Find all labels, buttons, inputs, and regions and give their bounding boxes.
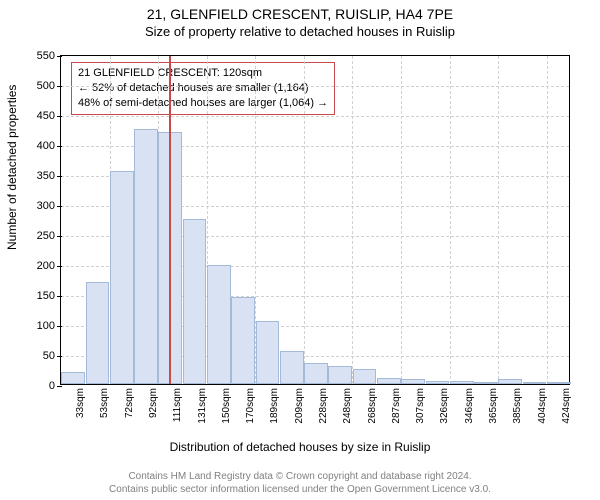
- xtick-label: 424sqm: [561, 388, 572, 424]
- histogram-bar: [134, 129, 158, 384]
- histogram-bar: [280, 351, 304, 384]
- xtick-label: 209sqm: [294, 388, 305, 424]
- xtick-label: 53sqm: [99, 388, 110, 418]
- xtick-label: 287sqm: [391, 388, 402, 424]
- footer-line-2: Contains public sector information licen…: [0, 483, 600, 496]
- annotation-line-1: 21 GLENFIELD CRESCENT: 120sqm: [78, 66, 328, 81]
- annotation-line-2: ← 52% of detached houses are smaller (1,…: [78, 81, 328, 96]
- y-axis-label: Number of detached properties: [5, 85, 19, 250]
- xtick-label: 326sqm: [439, 388, 450, 424]
- xtick-label: 72sqm: [124, 388, 135, 418]
- xtick-label: 268sqm: [367, 388, 378, 424]
- histogram-bar: [450, 381, 474, 384]
- property-marker-line: [169, 56, 171, 384]
- ytick-label: 500: [37, 80, 61, 92]
- xtick-label: 385sqm: [512, 388, 523, 424]
- chart-title: 21, GLENFIELD CRESCENT, RUISLIP, HA4 7PE: [0, 0, 600, 22]
- ytick-label: 50: [43, 350, 61, 362]
- xtick-label: 170sqm: [245, 388, 256, 424]
- xtick-label: 189sqm: [269, 388, 280, 424]
- histogram-bar: [474, 382, 498, 384]
- histogram-bar: [523, 382, 547, 384]
- property-annotation: 21 GLENFIELD CRESCENT: 120sqm ← 52% of d…: [71, 62, 335, 115]
- xtick-label: 248sqm: [342, 388, 353, 424]
- ytick-label: 400: [37, 140, 61, 152]
- chart-subtitle: Size of property relative to detached ho…: [0, 22, 600, 39]
- histogram-bar: [426, 381, 450, 384]
- histogram-bar: [328, 366, 352, 384]
- ytick-label: 350: [37, 170, 61, 182]
- ytick-label: 150: [37, 290, 61, 302]
- histogram-bar: [61, 372, 85, 384]
- gridline-v: [547, 56, 548, 384]
- gridline-v: [450, 56, 451, 384]
- histogram-bar: [86, 282, 110, 384]
- histogram-bar: [183, 219, 207, 384]
- footer-attribution: Contains HM Land Registry data © Crown c…: [0, 470, 600, 496]
- ytick-label: 250: [37, 230, 61, 242]
- ytick-label: 0: [49, 380, 61, 392]
- xtick-label: 111sqm: [172, 388, 183, 422]
- xtick-label: 92sqm: [148, 388, 159, 418]
- ytick-label: 550: [37, 50, 61, 62]
- gridline-v: [498, 56, 499, 384]
- ytick-label: 100: [37, 320, 61, 332]
- xtick-label: 228sqm: [318, 388, 329, 424]
- xtick-label: 150sqm: [221, 388, 232, 424]
- xtick-label: 307sqm: [415, 388, 426, 424]
- histogram-bar: [353, 369, 377, 384]
- histogram-bar: [207, 265, 231, 384]
- histogram-bar: [401, 379, 425, 384]
- x-axis-label: Distribution of detached houses by size …: [0, 440, 600, 454]
- gridline-h: [61, 116, 569, 117]
- histogram-bar: [256, 321, 280, 384]
- gridline-v: [304, 56, 305, 384]
- xtick-label: 33sqm: [75, 388, 86, 418]
- chart-inner: 21 GLENFIELD CRESCENT: 120sqm ← 52% of d…: [60, 55, 570, 385]
- xtick-label: 346sqm: [464, 388, 475, 424]
- footer-line-1: Contains HM Land Registry data © Crown c…: [0, 470, 600, 483]
- histogram-bar: [377, 378, 401, 384]
- annotation-line-3: 48% of semi-detached houses are larger (…: [78, 96, 328, 111]
- histogram-bar: [110, 171, 134, 384]
- xtick-label: 131sqm: [197, 388, 208, 424]
- gridline-v: [401, 56, 402, 384]
- gridline-v: [352, 56, 353, 384]
- gridline-h: [61, 86, 569, 87]
- ytick-label: 200: [37, 260, 61, 272]
- ytick-label: 450: [37, 110, 61, 122]
- xtick-label: 404sqm: [537, 388, 548, 424]
- histogram-bar: [547, 382, 571, 384]
- ytick-label: 300: [37, 200, 61, 212]
- histogram-bar: [498, 379, 522, 384]
- histogram-bar: [231, 297, 255, 384]
- plot-area: 21 GLENFIELD CRESCENT: 120sqm ← 52% of d…: [60, 55, 570, 415]
- xtick-label: 365sqm: [488, 388, 499, 424]
- histogram-bar: [304, 363, 328, 384]
